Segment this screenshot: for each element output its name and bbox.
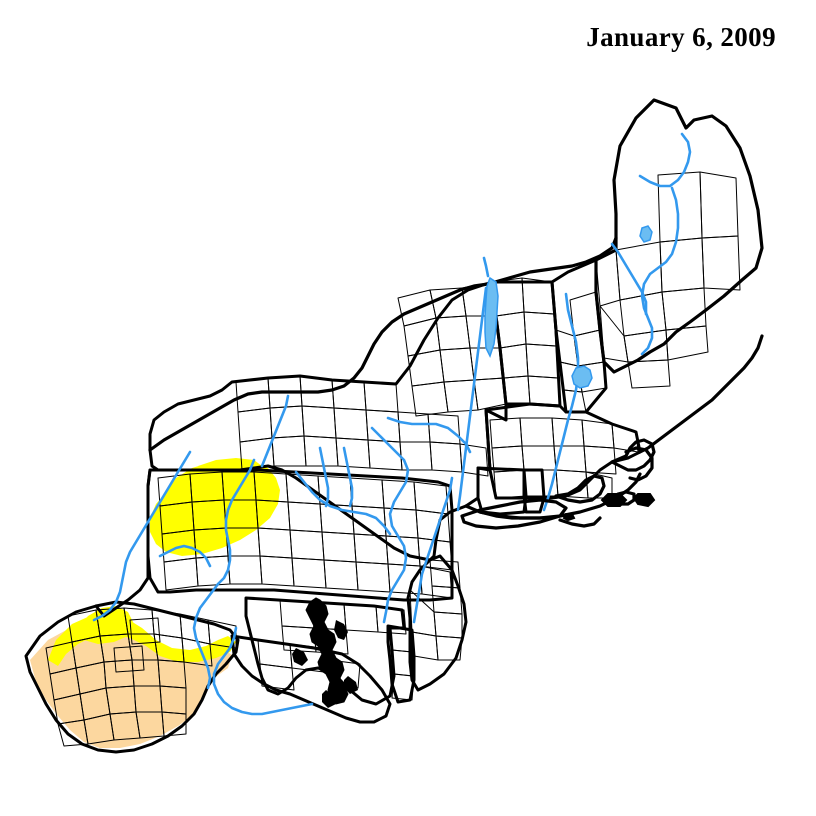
river-allegheny	[216, 458, 256, 586]
state-border-delaware	[386, 624, 416, 704]
state-border-ohio-edge	[94, 468, 152, 618]
islands-layer	[460, 446, 656, 530]
river-ohio	[92, 450, 192, 622]
river-susquehanna-upper	[370, 426, 410, 624]
lake-moosehead	[639, 225, 653, 243]
river-lake-erie-drainage	[158, 544, 212, 568]
river-kennebec	[610, 242, 648, 316]
drought-overlay-layer	[30, 458, 280, 748]
state-border-pennsylvania	[146, 468, 454, 602]
river-penobscot	[640, 186, 680, 356]
river-hudson	[456, 286, 488, 512]
river-potomac	[212, 626, 314, 716]
hydrography-layer	[92, 132, 692, 716]
border-great-lakes-shoreline	[148, 236, 618, 452]
state-border-massachusetts	[484, 402, 642, 500]
page-title: January 6, 2009	[586, 22, 776, 52]
drought-area-d1-southern-wv	[30, 622, 232, 748]
state-boundary-layer	[24, 98, 764, 754]
chesapeake-bay	[292, 597, 358, 708]
drought-area-d0-western-pa	[150, 460, 280, 556]
river-monongahela	[192, 582, 220, 690]
state-border-new-jersey	[406, 554, 468, 692]
lake-seneca	[318, 446, 330, 508]
lake-champlain	[484, 276, 499, 358]
lake-winnipesaukee	[571, 365, 593, 389]
river-saint-john	[638, 132, 692, 188]
state-border-rhode-island	[522, 468, 546, 514]
river-mohawk	[386, 416, 472, 454]
river-genesee	[260, 394, 290, 468]
river-west-branch-susquehanna	[294, 470, 392, 536]
state-border-new-york	[148, 280, 508, 562]
lake-cayuga	[342, 446, 354, 508]
river-delaware	[412, 476, 454, 624]
river-connecticut	[542, 292, 580, 512]
